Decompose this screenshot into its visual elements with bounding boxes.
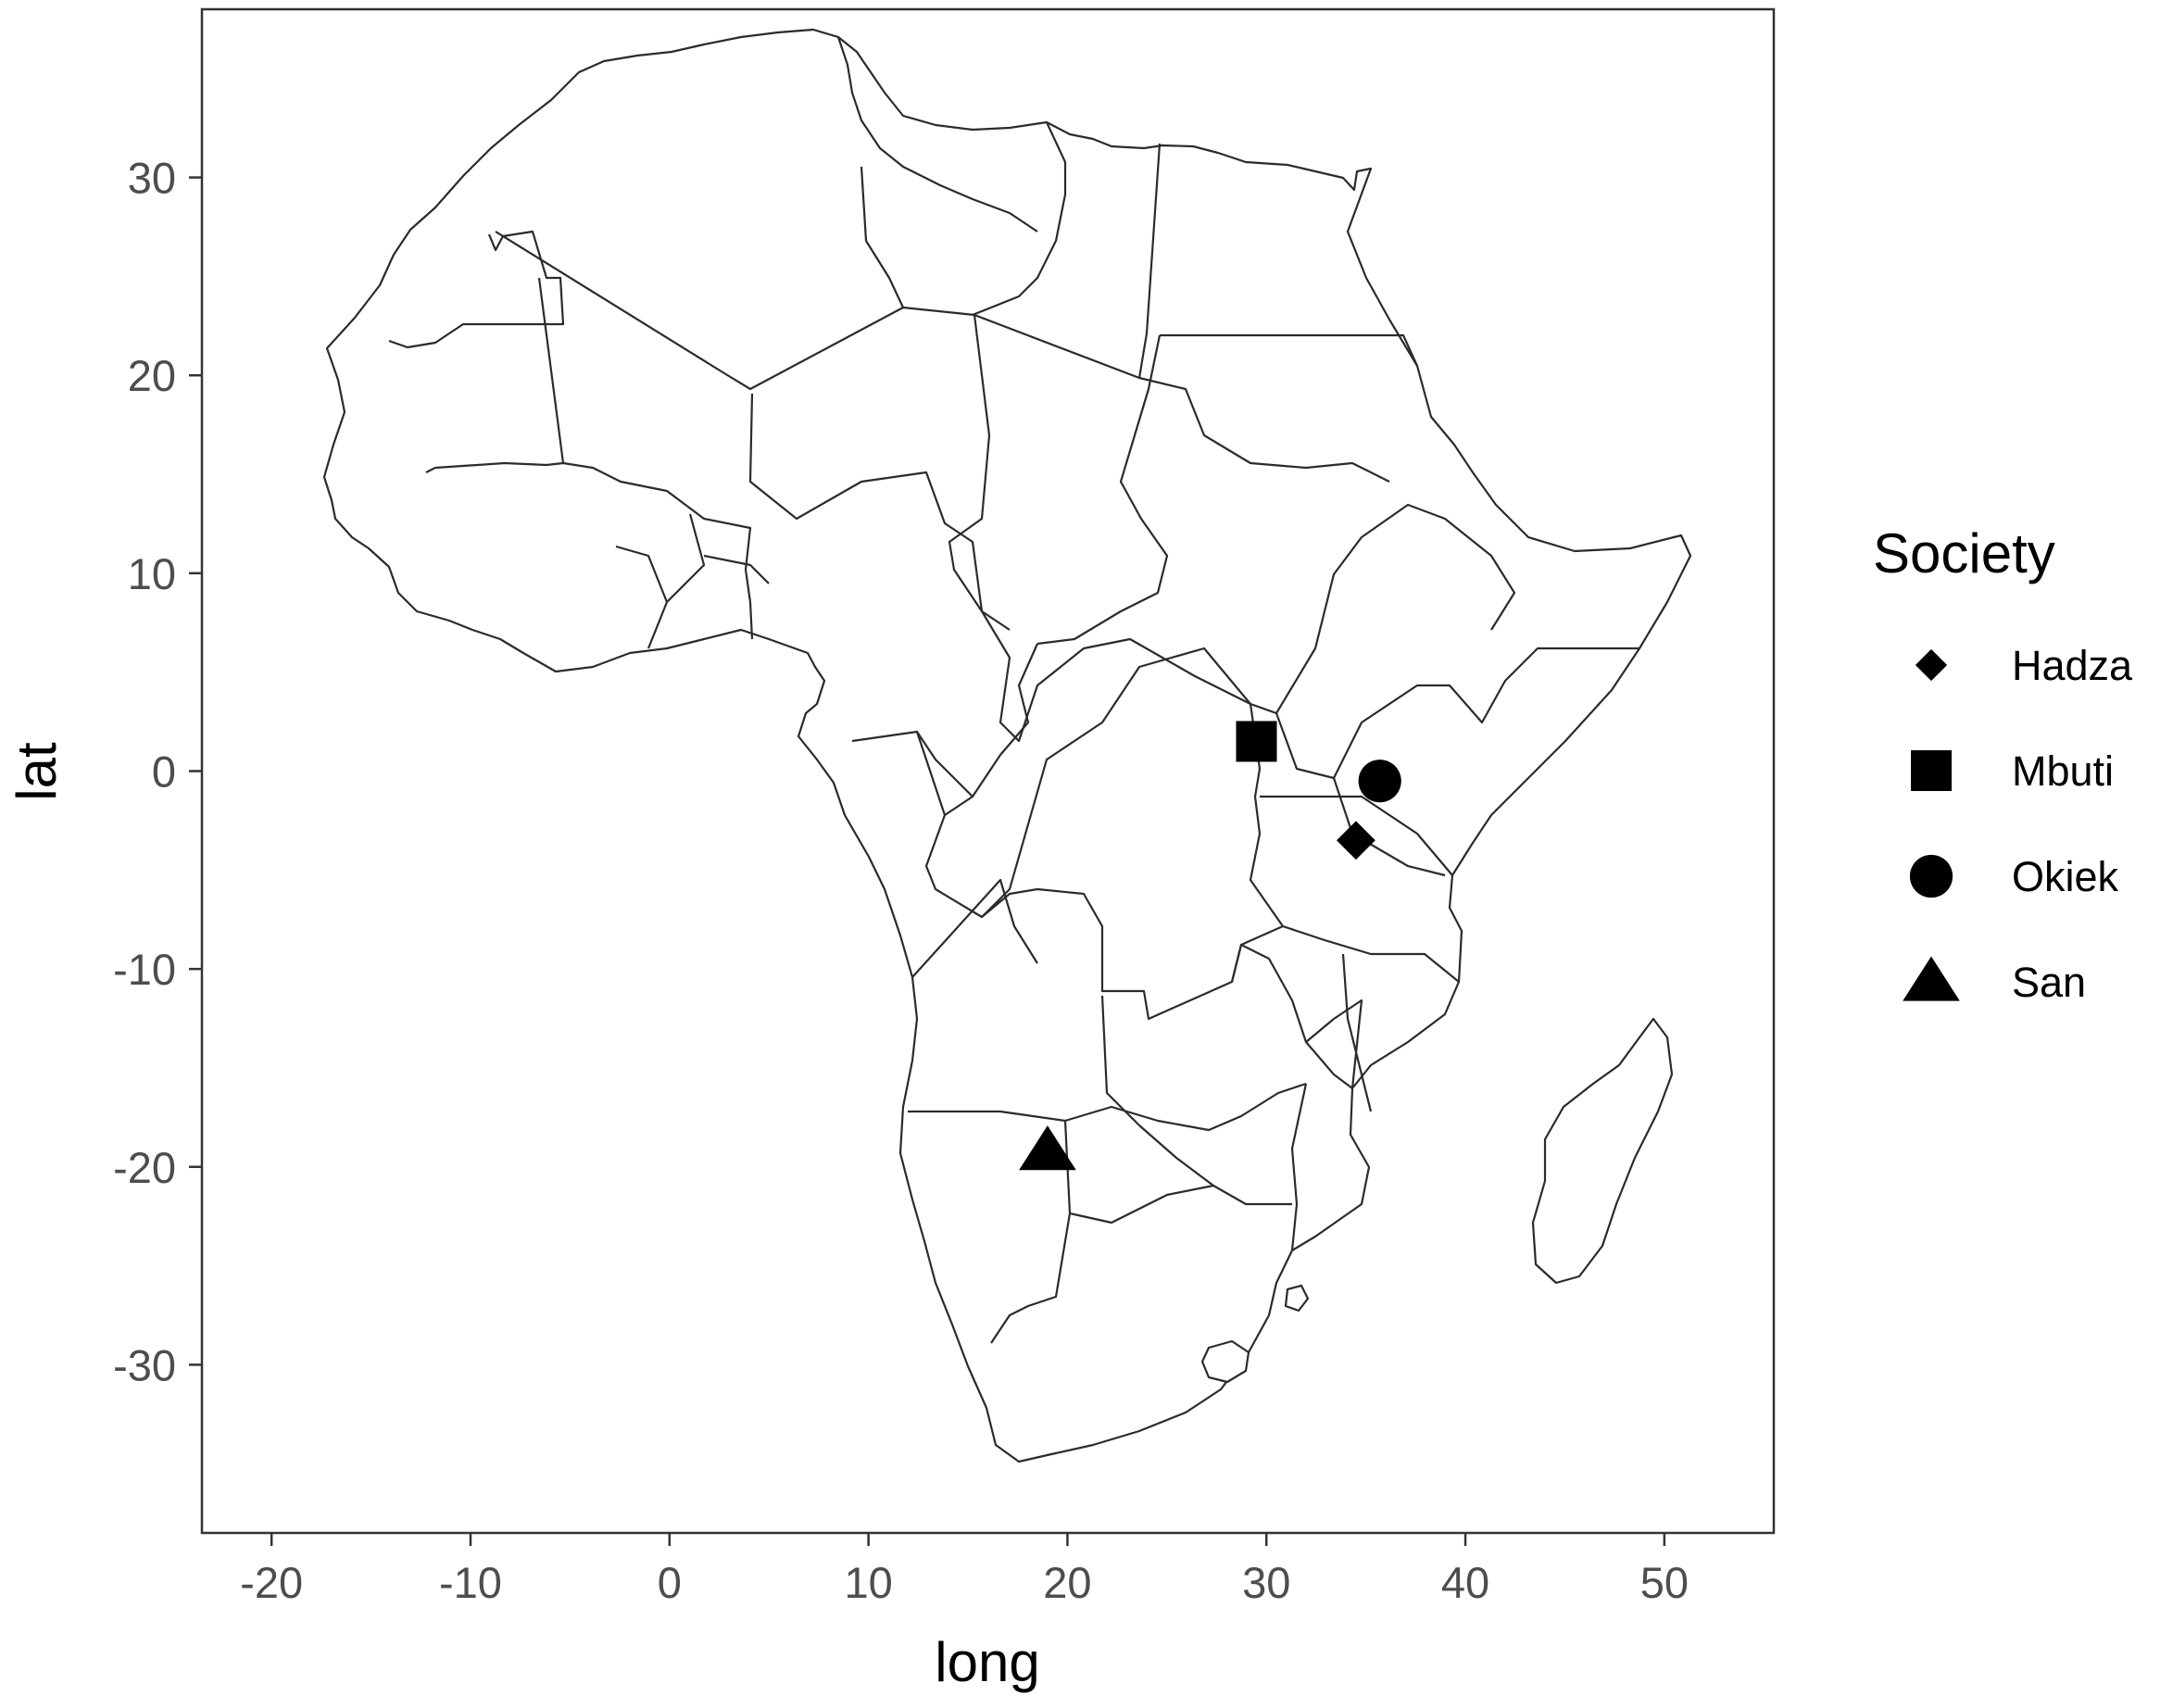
x-axis: -20 -10 0 10 20 30 40 50 bbox=[240, 1533, 1689, 1607]
y-tick-label: -30 bbox=[113, 1340, 176, 1389]
eswatini-outline bbox=[1284, 1284, 1310, 1312]
y-tick-label: -20 bbox=[113, 1143, 176, 1192]
point-mbuti bbox=[1236, 721, 1277, 762]
legend-key-square bbox=[1911, 750, 1952, 791]
legend-key-diamond bbox=[1915, 648, 1948, 682]
x-tick-label: 20 bbox=[1043, 1558, 1091, 1607]
legend-label-okiek: Okiek bbox=[2012, 853, 2119, 900]
legend-label-hadza: Hadza bbox=[2012, 642, 2133, 689]
y-tick-label: 10 bbox=[128, 549, 176, 598]
africa-basemap bbox=[322, 28, 1692, 1463]
legend: Society Hadza Mbuti Okiek San bbox=[1873, 522, 2133, 1006]
madagascar-outline bbox=[1531, 1017, 1674, 1285]
y-tick-label: 30 bbox=[128, 154, 176, 203]
y-tick-label: 20 bbox=[128, 351, 176, 400]
x-tick-label: 50 bbox=[1640, 1558, 1689, 1607]
legend-title: Society bbox=[1873, 522, 2055, 584]
legend-label-san: San bbox=[2012, 959, 2086, 1006]
legend-label-mbuti: Mbuti bbox=[2012, 747, 2114, 795]
x-axis-title: long bbox=[935, 1631, 1039, 1693]
y-axis: -30 -20 -10 0 10 20 30 bbox=[113, 154, 202, 1389]
y-tick-label: -10 bbox=[113, 945, 176, 994]
x-tick-label: 30 bbox=[1242, 1558, 1290, 1607]
x-tick-label: 0 bbox=[658, 1558, 682, 1607]
legend-items: Hadza Mbuti Okiek San bbox=[1903, 642, 2133, 1006]
legend-key-circle bbox=[1909, 854, 1953, 898]
points-layer bbox=[1019, 721, 1401, 1171]
x-tick-label: -20 bbox=[240, 1558, 303, 1607]
legend-key-triangle bbox=[1903, 956, 1960, 1001]
lesotho-outline bbox=[1200, 1339, 1250, 1384]
x-tick-label: -10 bbox=[439, 1558, 502, 1607]
y-tick-label: 0 bbox=[152, 747, 176, 797]
point-hadza bbox=[1336, 821, 1375, 860]
x-tick-label: 10 bbox=[844, 1558, 892, 1607]
country-borders bbox=[388, 36, 1639, 1344]
point-san bbox=[1019, 1125, 1076, 1171]
y-axis-title: lat bbox=[6, 742, 68, 801]
x-tick-label: 40 bbox=[1441, 1558, 1489, 1607]
point-okiek bbox=[1358, 760, 1401, 803]
